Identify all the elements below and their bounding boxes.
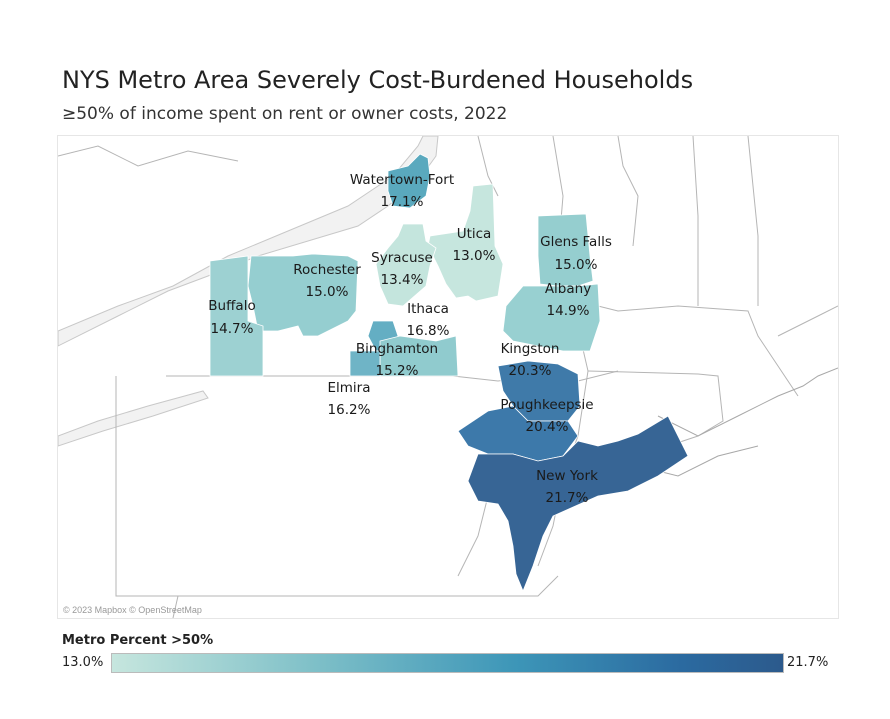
label-ithaca-name: Ithaca (407, 301, 449, 317)
label-kingston-name: Kingston (501, 341, 560, 357)
legend-title: Metro Percent >50% (62, 633, 214, 648)
region-buffalo[interactable] (209, 255, 264, 377)
label-utica-value: 13.0% (453, 248, 496, 264)
label-albany-value: 14.9% (547, 303, 590, 319)
region-poughkeepsie[interactable] (457, 405, 579, 462)
label-elmira-value: 16.2% (328, 402, 371, 418)
region-kingston[interactable] (497, 360, 581, 422)
label-buffalo-name: Buffalo (208, 298, 255, 314)
map-title: NYS Metro Area Severely Cost-Burdened Ho… (62, 66, 694, 94)
label-albany-name: Albany (545, 281, 591, 297)
metro-regions[interactable] (209, 153, 689, 593)
map-attribution[interactable]: © 2023 Mapbox © OpenStreetMap (63, 605, 202, 615)
choropleth-map[interactable]: Watertown-Fort 17.1% Utica 13.0% Glens F… (57, 135, 839, 619)
region-albany[interactable] (502, 283, 601, 352)
region-watertown-fort[interactable] (387, 153, 431, 209)
legend-color-ramp (111, 653, 784, 673)
basemap-water (58, 136, 439, 447)
region-utica[interactable] (427, 183, 504, 302)
label-new-york-name: New York (536, 468, 598, 484)
label-utica-name: Utica (457, 226, 492, 242)
label-binghamton-name: Binghamton (356, 341, 438, 357)
label-kingston-value: 20.3% (509, 363, 552, 379)
label-buffalo-value: 14.7% (211, 321, 254, 337)
label-elmira-name: Elmira (327, 380, 370, 396)
region-elmira[interactable] (349, 350, 381, 377)
label-rochester-name: Rochester (293, 262, 361, 278)
map-canvas[interactable]: Watertown-Fort 17.1% Utica 13.0% Glens F… (58, 136, 838, 618)
label-glens-falls-name: Glens Falls (540, 234, 612, 250)
legend-min-label: 13.0% (62, 655, 104, 670)
legend-max-label: 21.7% (787, 655, 829, 670)
region-new-york[interactable] (467, 415, 689, 593)
label-ithaca-value: 16.8% (407, 323, 450, 339)
label-glens-falls-value: 15.0% (555, 257, 598, 273)
region-glens-falls[interactable] (537, 213, 594, 287)
region-syracuse[interactable] (375, 223, 437, 307)
label-new-york-value: 21.7% (546, 490, 589, 506)
region-rochester[interactable] (247, 253, 359, 337)
label-syracuse-name: Syracuse (371, 250, 433, 266)
label-watertown-fort-value: 17.1% (381, 194, 424, 210)
map-subtitle: ≥50% of income spent on rent or owner co… (62, 104, 508, 124)
region-labels: Watertown-Fort 17.1% Utica 13.0% Glens F… (208, 172, 612, 506)
label-rochester-value: 15.0% (306, 284, 349, 300)
basemap-borders (58, 136, 838, 618)
label-poughkeepsie-name: Poughkeepsie (500, 397, 593, 413)
label-watertown-fort-name: Watertown-Fort (350, 172, 454, 188)
label-syracuse-value: 13.4% (381, 272, 424, 288)
label-binghamton-value: 15.2% (376, 363, 419, 379)
label-poughkeepsie-value: 20.4% (526, 419, 569, 435)
